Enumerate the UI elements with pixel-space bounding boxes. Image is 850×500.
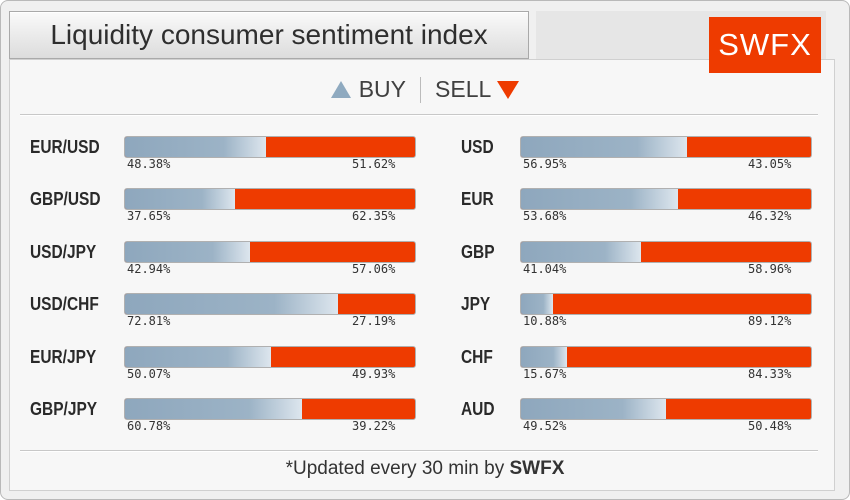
buy-segment <box>125 137 267 157</box>
sentiment-bar <box>124 136 416 158</box>
buy-segment <box>521 399 666 419</box>
buy-percent-label: 10.88% <box>523 314 567 328</box>
row-label: GBP/USD <box>30 189 101 209</box>
buy-percent-label: 42.94% <box>127 262 171 276</box>
buy-segment <box>125 347 272 367</box>
buy-percent-label: 53.68% <box>523 209 567 223</box>
sell-percent-label: 57.06% <box>352 262 396 276</box>
sentiment-bar <box>520 241 812 263</box>
buy-segment <box>521 137 688 157</box>
sell-percent-label: 58.96% <box>748 262 792 276</box>
sentiment-bar <box>124 398 416 420</box>
divider-top <box>20 114 818 115</box>
sentiment-bar <box>124 241 416 263</box>
buy-segment <box>125 399 303 419</box>
buy-percent-label: 72.81% <box>127 314 171 328</box>
sell-percent-label: 49.93% <box>352 367 396 381</box>
sentiment-bar <box>520 346 812 368</box>
buy-percent-label: 60.78% <box>127 419 171 433</box>
footer-note: *Updated every 30 min by SWFX <box>0 458 850 480</box>
row-label: GBP/JPY <box>30 399 98 419</box>
row-label: AUD <box>461 399 495 419</box>
sell-percent-label: 27.19% <box>352 314 396 328</box>
buy-percent-label: 50.07% <box>127 367 171 381</box>
row-label: EUR/USD <box>30 137 100 157</box>
row-label: USD <box>461 137 494 157</box>
row-label: EUR <box>461 189 494 209</box>
row-label: USD/JPY <box>30 242 97 262</box>
buy-segment <box>521 347 567 367</box>
sentiment-bar <box>520 293 812 315</box>
sell-percent-label: 50.48% <box>748 419 792 433</box>
sell-percent-label: 39.22% <box>352 419 396 433</box>
buy-percent-label: 37.65% <box>127 209 171 223</box>
legend-divider <box>420 76 422 103</box>
buy-percent-label: 48.38% <box>127 157 171 171</box>
legend-buy-label: BUY <box>358 76 407 102</box>
sell-percent-label: 62.35% <box>352 209 396 223</box>
row-label: GBP <box>461 242 495 262</box>
sell-arrow-icon <box>497 80 520 99</box>
divider-bottom <box>20 450 818 451</box>
buy-segment <box>125 242 251 262</box>
row-label: USD/CHF <box>30 294 99 314</box>
sell-percent-label: 89.12% <box>748 314 792 328</box>
buy-segment <box>125 189 235 209</box>
buy-arrow-icon <box>330 81 351 98</box>
sentiment-bar <box>520 136 812 158</box>
buy-percent-label: 56.95% <box>523 157 567 171</box>
buy-percent-label: 49.52% <box>523 419 567 433</box>
buy-segment <box>125 294 338 314</box>
widget-title: Liquidity consumer sentiment index <box>9 11 529 59</box>
sentiment-bar <box>124 188 416 210</box>
buy-segment <box>521 189 678 209</box>
buy-percent-label: 41.04% <box>523 262 567 276</box>
legend-sell-label: SELL <box>435 76 492 102</box>
sentiment-bar <box>124 293 416 315</box>
buy-segment <box>521 294 553 314</box>
brand-badge[interactable]: SWFX <box>709 17 821 73</box>
row-label: CHF <box>461 347 493 367</box>
sell-percent-label: 51.62% <box>352 157 396 171</box>
buy-segment <box>521 242 641 262</box>
row-label: EUR/JPY <box>30 347 97 367</box>
footer-brand: SWFX <box>509 458 565 479</box>
legend: BUY SELL <box>0 76 850 103</box>
footer-text: *Updated every 30 min by <box>285 458 510 479</box>
sentiment-bar <box>124 346 416 368</box>
sentiment-bar <box>520 398 812 420</box>
sell-percent-label: 46.32% <box>748 209 792 223</box>
sell-percent-label: 84.33% <box>748 367 792 381</box>
row-label: JPY <box>461 294 491 314</box>
sentiment-bar <box>520 188 812 210</box>
sell-percent-label: 43.05% <box>748 157 792 171</box>
buy-percent-label: 15.67% <box>523 367 567 381</box>
